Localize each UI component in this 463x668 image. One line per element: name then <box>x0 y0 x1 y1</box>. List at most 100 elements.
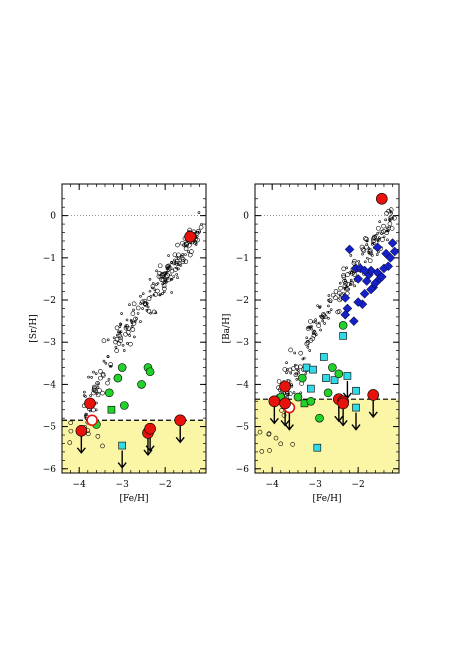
field-star-marker <box>285 371 288 375</box>
y-tick-label: −5 <box>43 423 57 433</box>
field-star-marker <box>91 387 97 393</box>
field-star-marker <box>157 263 163 269</box>
field-star-marker <box>371 242 374 246</box>
field-star-marker <box>257 429 263 435</box>
cyan-square-marker <box>309 365 317 374</box>
field-star-marker <box>169 273 172 277</box>
y-tick-label: −6 <box>236 465 250 475</box>
field-star-marker <box>177 267 180 271</box>
red-circle-marker <box>337 397 349 410</box>
field-star-marker <box>319 328 322 332</box>
field-star-marker <box>338 281 342 285</box>
field-star-marker <box>170 291 173 294</box>
field-star-marker <box>341 273 346 278</box>
field-star-marker <box>349 254 353 257</box>
field-star-marker <box>316 323 321 328</box>
field-star-marker <box>378 220 381 224</box>
field-star-marker <box>123 331 128 337</box>
field-star-marker <box>317 321 321 325</box>
field-star-marker <box>302 356 306 360</box>
field-star-marker <box>128 334 131 337</box>
red-circle-marker <box>268 395 281 408</box>
field-star-marker <box>297 371 300 375</box>
green-square-marker <box>107 405 116 414</box>
blue-diamond-marker <box>359 265 370 276</box>
field-star-marker <box>273 435 279 441</box>
field-star-marker <box>118 338 123 344</box>
cyan-square-marker <box>313 443 322 452</box>
field-star-marker <box>183 241 189 247</box>
cyan-square-marker <box>352 403 360 412</box>
field-star-marker <box>128 303 131 306</box>
field-star-marker <box>305 326 311 331</box>
field-star-marker <box>327 298 330 302</box>
field-star-marker <box>384 218 387 222</box>
cyan-square-marker <box>330 376 339 384</box>
field-star-marker <box>155 283 158 286</box>
field-star-marker <box>181 253 185 256</box>
cyan-square-marker <box>352 386 360 395</box>
field-star-marker <box>276 379 282 384</box>
upper-limit-arrowhead <box>175 436 185 444</box>
field-star-marker <box>304 372 308 375</box>
field-star-marker <box>125 318 129 322</box>
x-tick-label: −4 <box>266 480 280 490</box>
field-star-marker <box>388 216 392 220</box>
field-star-marker <box>374 235 377 239</box>
field-star-marker <box>365 243 369 246</box>
field-star-marker <box>388 207 394 213</box>
field-star-marker <box>143 302 149 308</box>
field-star-marker <box>327 298 333 303</box>
field-star-marker <box>151 286 154 290</box>
field-star-marker <box>376 226 381 231</box>
red-circle-marker <box>279 397 291 410</box>
field-star-marker <box>353 284 356 288</box>
field-star-marker <box>167 254 170 257</box>
field-star-marker <box>343 279 347 282</box>
field-star-marker <box>323 322 326 325</box>
field-star-marker <box>98 375 103 381</box>
field-star-marker <box>98 369 103 374</box>
field-star-marker <box>172 252 178 258</box>
field-star-marker <box>139 294 142 298</box>
upper-limit-arrowhead <box>338 419 348 427</box>
y-axis-label: [Sr/H] <box>29 314 39 342</box>
field-star-marker <box>368 250 373 256</box>
field-star-marker <box>135 305 141 311</box>
field-star-marker <box>165 277 169 281</box>
field-star-marker <box>367 258 373 263</box>
field-star-marker <box>172 275 176 278</box>
field-star-marker <box>388 219 392 222</box>
field-star-marker <box>168 266 171 270</box>
field-star-marker <box>125 329 131 335</box>
field-star-marker <box>349 283 352 286</box>
field-star-marker <box>166 269 170 272</box>
field-star-marker <box>176 263 180 266</box>
field-star-marker <box>310 327 313 331</box>
y-tick-label: −6 <box>43 465 57 475</box>
blue-diamond-marker <box>353 274 364 284</box>
field-star-marker <box>194 240 197 244</box>
field-star-marker <box>96 382 100 386</box>
field-star-marker <box>119 323 123 326</box>
field-star-marker <box>179 255 183 258</box>
field-star-marker <box>160 277 166 283</box>
blue-diamond-marker <box>366 284 376 295</box>
field-star-marker <box>90 376 93 379</box>
field-star-marker <box>91 390 96 396</box>
cyan-square-marker <box>343 372 352 380</box>
y-tick-label: 0 <box>243 212 249 222</box>
field-star-marker <box>281 413 287 418</box>
green-circle-marker <box>117 363 127 372</box>
field-star-marker <box>352 258 357 264</box>
field-star-marker <box>114 325 120 331</box>
field-star-marker <box>361 252 364 256</box>
upper-limit-arrowhead <box>284 424 294 431</box>
field-star-marker <box>200 222 203 226</box>
field-star-marker <box>86 431 91 437</box>
field-star-marker <box>321 312 326 317</box>
field-star-marker <box>128 341 133 347</box>
field-star-marker <box>124 324 128 328</box>
red-open-circle-marker <box>86 414 98 427</box>
field-star-marker <box>357 259 360 263</box>
